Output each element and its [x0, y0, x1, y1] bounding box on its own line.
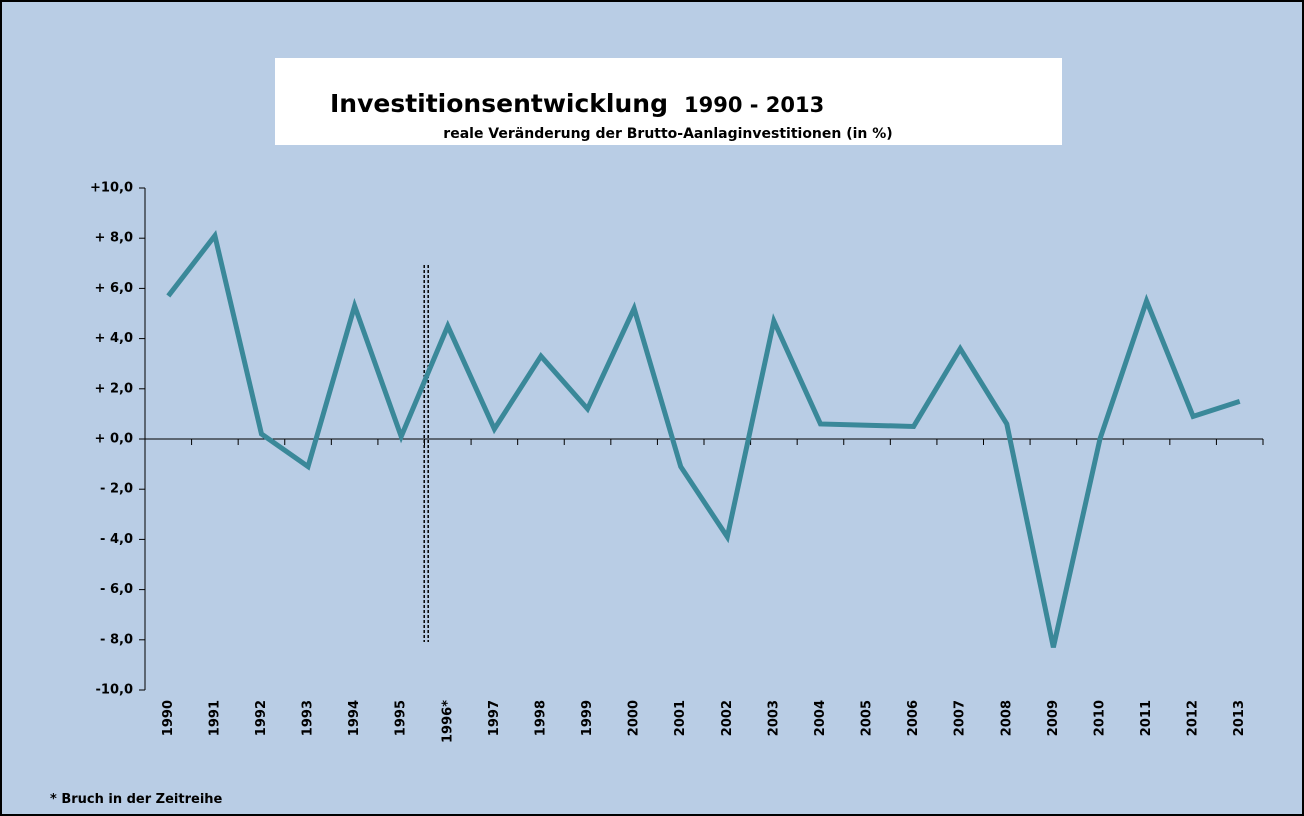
x-tick-label: 1993: [301, 700, 316, 736]
y-tick-label: + 4,0: [95, 331, 133, 346]
x-tick-label: 2004: [813, 700, 828, 736]
y-tick-label: - 8,0: [100, 632, 133, 647]
chart-title: Investitionsentwicklung: [330, 89, 668, 118]
x-tick-label: 2006: [906, 700, 921, 736]
x-tick-label: 2007: [953, 700, 968, 736]
y-tick-label: - 6,0: [100, 582, 133, 597]
y-tick-label: + 8,0: [95, 231, 133, 246]
chart-title-period: 1990 - 2013: [684, 93, 824, 117]
y-tick-label: - 2,0: [100, 482, 133, 497]
x-tick-label: 1996*: [440, 700, 455, 743]
x-tick-label: 1995: [394, 700, 409, 736]
x-tick-label: 2012: [1186, 700, 1201, 736]
x-tick-label: 2009: [1046, 700, 1061, 736]
x-tick-label: 1994: [347, 700, 362, 736]
footnote: * Bruch in der Zeitreihe: [50, 792, 223, 807]
x-tick-label: 2008: [999, 700, 1014, 736]
y-tick-label: + 6,0: [95, 281, 133, 296]
data-line: [166, 230, 1241, 648]
x-tick-label: 2000: [627, 700, 642, 736]
y-tick-label: - 4,0: [100, 532, 133, 547]
x-tick-label: 1990: [161, 700, 176, 736]
x-tick-label: 2003: [766, 700, 781, 736]
x-tick-label: 2005: [860, 700, 875, 736]
x-tick-label: 2013: [1232, 700, 1247, 736]
x-tick-label: 1999: [580, 700, 595, 736]
y-tick-label: +10,0: [90, 181, 133, 196]
y-tick-label: -10,0: [96, 683, 133, 698]
x-tick-label: 1998: [533, 700, 548, 736]
y-tick-label: + 0,0: [95, 432, 133, 447]
x-tick-label: 1992: [254, 700, 269, 736]
x-tick-label: 1991: [207, 700, 222, 736]
chart-subtitle: reale Veränderung der Brutto-Aanlaginves…: [443, 126, 892, 142]
x-tick-label: 2001: [673, 700, 688, 736]
x-tick-label: 2010: [1092, 700, 1107, 736]
x-tick-label: 2002: [720, 700, 735, 736]
x-tick-label: 2011: [1139, 700, 1154, 736]
y-tick-label: + 2,0: [95, 381, 133, 396]
x-tick-label: 1997: [487, 700, 502, 736]
title-box: [275, 58, 1062, 145]
